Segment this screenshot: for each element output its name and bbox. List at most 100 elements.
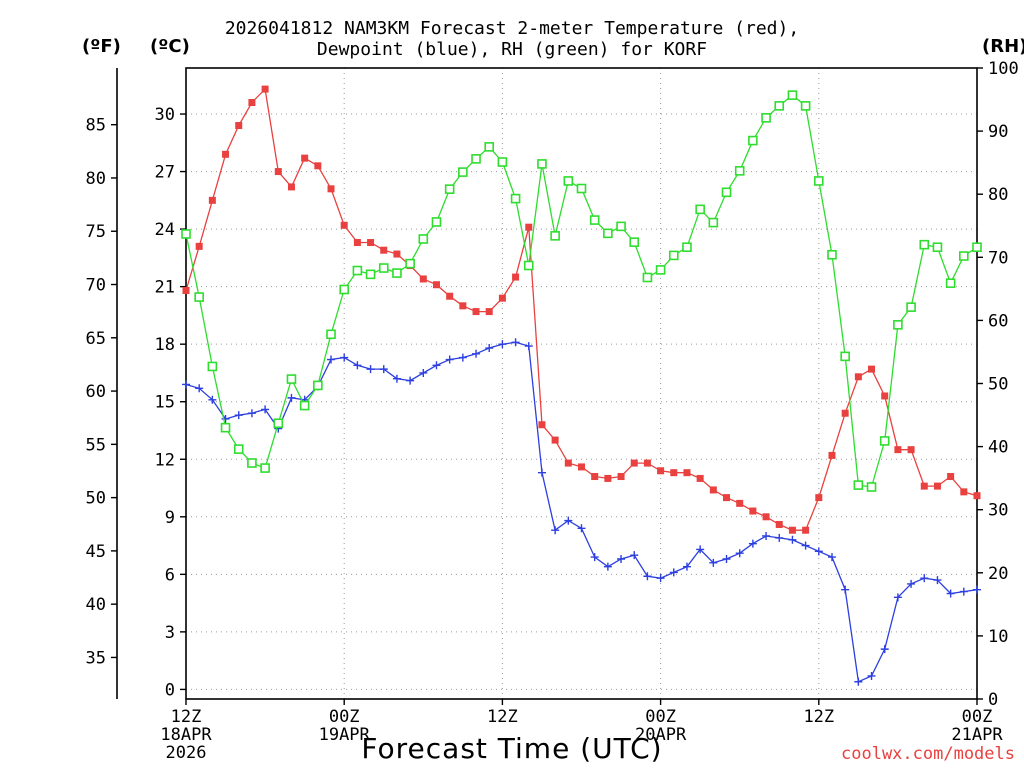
rh-tick-label: 20 [988,564,1008,584]
2-meter-temperature-point [485,308,493,316]
2-meter-temperature-point [591,473,599,481]
dewpoint-point [524,342,533,351]
rh-point [431,217,442,227]
x-tick-time-label: 12Z [487,707,518,727]
dewpoint-point [617,554,626,563]
2-meter-temperature-point [564,459,572,467]
2-meter-temperature-point [498,294,506,302]
rh-tick-label: 60 [988,311,1008,331]
dewpoint-point [485,344,494,353]
dewpoint-point [511,338,520,347]
dewpoint-point [788,535,797,544]
dewpoint-point [722,554,731,563]
rh-point [563,176,574,186]
rh-point [800,101,811,111]
rh-point [616,221,626,232]
c-tick-label: 30 [155,105,175,125]
2-meter-temperature-point [525,223,533,231]
rh-point [194,292,204,302]
dewpoint-point [920,574,929,583]
2-meter-temperature-point [327,185,335,193]
dewpoint-point [287,393,296,402]
rh-point [668,250,679,261]
2-meter-temperature-point [709,486,717,494]
dewpoint-point [577,524,586,533]
rh-point [220,422,231,433]
dewpoint-point [537,468,546,477]
rh-point [853,480,864,490]
f-tick-label: 85 [86,116,106,136]
f-tick-label: 50 [86,489,106,509]
rh-point [510,193,521,204]
rh-point [879,436,890,446]
rh-tick-label: 70 [988,248,1008,268]
rh-point [471,154,481,164]
x-tick-date-label: 19APR [319,725,371,745]
2-meter-temperature-point [723,494,731,502]
rh-tick-label: 50 [988,375,1008,395]
dewpoint-point [709,558,718,567]
dewpoint-point [458,353,467,362]
2-meter-temperature-point [261,85,269,93]
rh-point [273,418,284,429]
rh-point [827,249,837,260]
rh-point [550,231,560,241]
rh-point [207,361,218,372]
dewpoint-point [762,531,771,540]
c-tick-label: 9 [165,508,175,528]
dewpoint-point [327,355,336,364]
rh-point [919,239,930,250]
rh-point [181,229,191,239]
celsius-axis-label: (ºC) [150,36,190,57]
dewpoint-point [973,585,981,594]
f-tick-label: 35 [86,648,106,668]
dewpoint-point [801,541,810,550]
2-meter-temperature-point [301,154,309,162]
2-meter-temperature-point [841,409,849,417]
x-tick-date-label: 20APR [635,725,687,745]
2-meter-temperature-point [393,250,401,258]
rh-point [247,458,257,468]
dewpoint-point [841,585,850,594]
2-meter-temperature-point [222,150,230,158]
dewpoint-point [208,395,217,404]
x-tick-time-label: 00Z [645,707,676,727]
rh-point [392,268,402,278]
rh-point [695,204,705,215]
dewpoint-point [669,568,678,577]
rh-point [761,113,771,123]
dewpoint-point [234,411,243,420]
2-meter-temperature-point [538,421,546,429]
c-tick-label: 27 [155,163,175,183]
2-meter-temperature-point [815,494,823,502]
2-meter-temperature-point [947,473,955,481]
2-meter-temperature-point [195,242,203,250]
2-meter-temperature-point [630,459,638,467]
rh-point [352,265,363,276]
dewpoint-point [590,553,599,562]
rh-point [655,265,666,275]
rh-point [721,187,732,198]
dewpoint-point [827,553,836,562]
rh-point [813,176,824,186]
dewpoint-point [867,671,876,680]
rh-point [840,351,850,362]
x-tick-date-label: 18APR [160,725,212,745]
dewpoint-point [195,384,204,393]
rh-point [629,237,640,247]
2-meter-temperature-point [459,302,467,310]
plot-frame [185,67,978,700]
rh-point [945,278,956,288]
dewpoint-point [564,516,573,525]
rh-point [603,228,613,239]
2-meter-temperature-point [670,469,678,477]
2-meter-temperature-point [643,459,651,467]
rh-point [233,444,244,454]
2-meter-temperature-point [432,281,440,289]
2-meter-temperature-point [933,482,941,490]
chart-title-line1: 2026041812 NAM3KM Forecast 2-meter Tempe… [224,18,800,39]
2-meter-temperature-point [696,474,704,482]
rh-point [497,157,508,167]
fahrenheit-axis-label: (ºF) [82,36,121,57]
